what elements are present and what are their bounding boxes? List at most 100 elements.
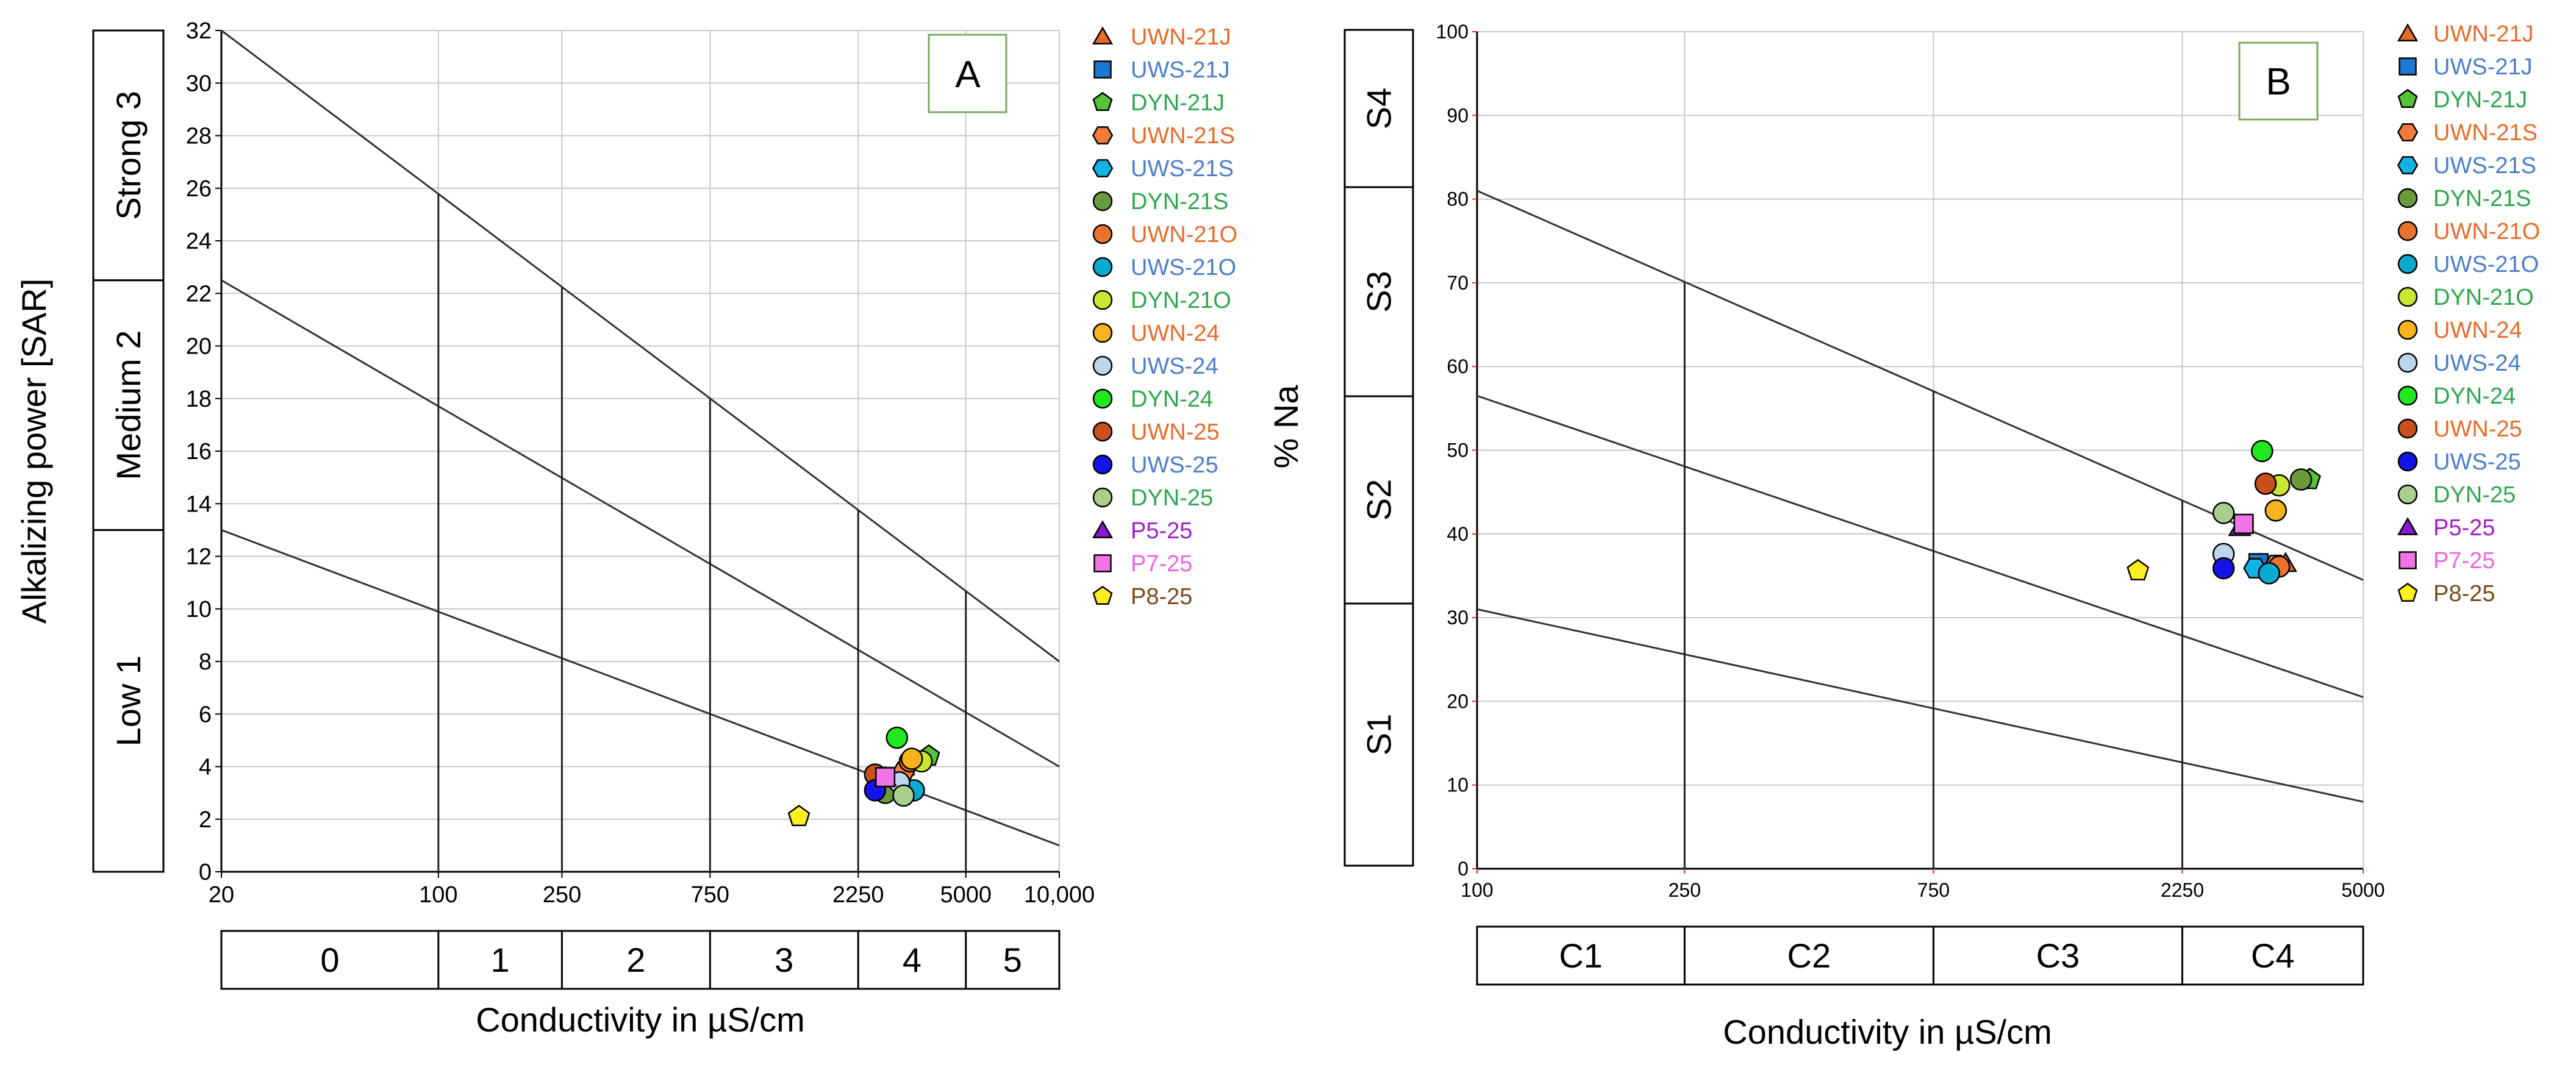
x-tick-label: 20	[209, 882, 234, 908]
legend-label: DYN-24	[1131, 387, 1213, 412]
x-tick-label: 100	[419, 882, 457, 908]
legend-label: UWS-21J	[1131, 57, 1230, 83]
y-tick-label: 30	[1447, 607, 1469, 629]
sodium-class-cell	[1343, 186, 1414, 397]
point-uwn-24	[2264, 499, 2288, 522]
legend-marker-dyn-25	[1092, 487, 1113, 508]
legend-label: UWN-21O	[1131, 222, 1237, 248]
legend-marker-uwn-21s	[1092, 126, 1114, 144]
legend-label: DYN-21O	[2433, 285, 2534, 310]
point-dyn-21s	[2289, 468, 2313, 491]
class-boundary-line	[221, 29, 1060, 663]
salinity-class-label: 4	[903, 941, 921, 979]
y-tick-label: 16	[186, 439, 212, 465]
legend-marker-p8-25	[1092, 585, 1113, 605]
y-tick-label: 30	[186, 71, 212, 96]
class-boundary-line	[221, 279, 1060, 768]
x-tick-label: 5000	[940, 882, 992, 908]
legend-label: UWS-24	[2433, 351, 2521, 376]
legend-label: UWN-21S	[1131, 123, 1235, 149]
legend-label: UWN-21O	[2433, 219, 2540, 244]
y-tick-label: 60	[1447, 355, 1469, 377]
sodium-class-cell	[1343, 602, 1414, 867]
sodium-class-cell	[1343, 29, 1414, 188]
panel-label-box	[928, 34, 1007, 113]
salinity-class-label: C4	[2251, 936, 2295, 975]
legend-marker-uws-21o	[1092, 257, 1113, 277]
sodium-class-label: S1	[1360, 714, 1398, 756]
class-boundary-line	[221, 529, 1060, 847]
legend-label: UWN-21J	[2433, 21, 2534, 47]
y-tick-label: 0	[1458, 858, 1469, 880]
salinity-class-bar	[220, 930, 1061, 990]
class-boundary-line	[1476, 608, 2364, 803]
legend-label: UWS-21O	[1131, 255, 1236, 280]
class-boundary-line	[1476, 394, 2364, 698]
panel-label: B	[2266, 61, 2291, 103]
legend-marker-uwn-25	[1092, 421, 1113, 442]
point-dyn-24	[2250, 440, 2274, 463]
legend-label: UWN-25	[1131, 419, 1220, 445]
y-axis-label: % Na	[1267, 385, 1305, 469]
legend-marker-uws-21j	[1093, 60, 1112, 79]
point-uws-21o	[2258, 562, 2280, 585]
panel-b: 0 10 20 30 40 50 60 70 80 90 100 100 250 750 2250 5000 B…	[1267, 21, 2540, 1051]
legend-marker-p7-25	[1093, 554, 1112, 572]
legend-marker-uws-25	[2397, 451, 2418, 472]
legend-label: P8-25	[2433, 581, 2495, 607]
y-tick-label: 4	[199, 755, 212, 780]
legend-label: P8-25	[1131, 584, 1192, 610]
x-tick-label: 10,000	[1024, 882, 1095, 908]
sodium-class-cell	[92, 279, 165, 531]
y-tick-label: 22	[186, 281, 212, 307]
y-tick-label: 20	[1447, 690, 1469, 712]
sodium-class-label: S4	[1360, 88, 1398, 130]
panel-label-box	[2238, 41, 2319, 121]
legend-marker-uws-24	[1092, 355, 1113, 376]
x-axis-label: Conductivity in µS/cm	[476, 1000, 805, 1039]
y-tick-label: 14	[186, 491, 212, 517]
legend-marker-uws-21o	[2397, 254, 2418, 274]
legend-label: UWS-21S	[2433, 153, 2536, 179]
salinity-class-label: 3	[775, 941, 793, 979]
legend-marker-uwn-24	[2397, 319, 2418, 340]
sodium-class-label: Low 1	[109, 655, 148, 746]
legend-label: DYN-24	[2433, 383, 2516, 409]
salinity-class-label: 0	[320, 941, 339, 979]
salinity-class-label: C2	[1787, 936, 1831, 975]
legend-marker-dyn-21s	[2397, 188, 2418, 208]
y-tick-label: 100	[1436, 21, 1469, 43]
legend-label: P5-25	[1131, 518, 1192, 544]
x-tick-label: 250	[1669, 879, 1701, 901]
y-tick-label: 40	[1447, 523, 1469, 545]
legend-label: UWS-25	[2433, 449, 2521, 475]
y-tick-label: 2	[199, 807, 212, 833]
legend-marker-uwn-21j	[2397, 23, 2419, 41]
legend-label: P7-25	[2433, 548, 2495, 574]
legend-label: UWS-21J	[2433, 54, 2533, 80]
y-tick-label: 26	[186, 176, 212, 202]
legend-label: DYN-21S	[1131, 189, 1229, 215]
legend-label: UWS-25	[1131, 452, 1218, 478]
legend-label: DYN-25	[2433, 482, 2516, 508]
legend-label: DYN-21S	[2433, 186, 2531, 212]
point-p7-25	[875, 767, 896, 788]
sodium-class-label: Strong 3	[109, 91, 148, 220]
salinity-class-label: 1	[491, 941, 510, 979]
sodium-class-label: Medium 2	[109, 330, 148, 480]
legend-marker-uwn-21s	[2397, 123, 2419, 141]
point-dyn-24	[886, 726, 909, 749]
y-tick-label: 28	[186, 124, 212, 149]
y-tick-label: 6	[199, 702, 212, 727]
point-uwn-24	[900, 747, 923, 770]
legend-label: DYN-25	[1131, 485, 1213, 511]
legend-label: UWN-25	[2433, 416, 2522, 442]
y-tick-label: 50	[1447, 440, 1469, 461]
y-tick-label: 0	[199, 860, 212, 885]
point-p8-25	[787, 805, 810, 827]
y-tick-label: 20	[186, 334, 212, 360]
salinity-class-bar	[1476, 925, 2364, 986]
y-tick-label: 80	[1447, 188, 1469, 210]
point-uws-25	[2212, 557, 2235, 580]
